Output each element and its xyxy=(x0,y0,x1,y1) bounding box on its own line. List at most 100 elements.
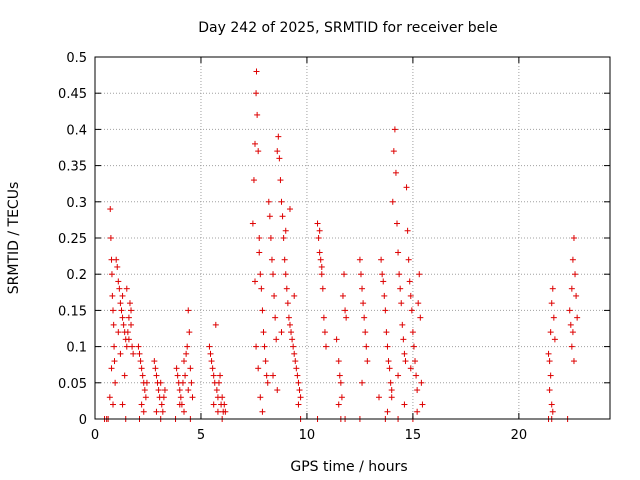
data-point xyxy=(567,321,574,328)
y-axis-label: SRMTID / TECUs xyxy=(6,182,22,295)
data-point xyxy=(569,256,576,263)
data-points xyxy=(101,68,581,422)
data-point xyxy=(335,401,342,408)
data-point xyxy=(153,372,160,379)
data-point xyxy=(407,292,414,299)
data-point xyxy=(548,300,555,307)
data-point xyxy=(259,307,266,314)
data-point xyxy=(547,372,554,379)
data-point xyxy=(342,307,349,314)
data-point xyxy=(363,343,370,350)
y-tick-label: 0.05 xyxy=(58,377,87,392)
data-point xyxy=(390,148,397,155)
data-point xyxy=(138,401,145,408)
data-point xyxy=(362,329,369,336)
data-point xyxy=(221,401,228,408)
data-point xyxy=(130,350,137,357)
data-point xyxy=(137,358,144,365)
axes: 0 0.05 0.1 0.15 0.2 0.25 0.3 0.35 0.4 0.45 0.5 0 5 10… xyxy=(58,51,610,443)
data-point xyxy=(414,408,421,415)
data-point xyxy=(135,343,142,350)
data-point xyxy=(181,408,188,415)
data-point xyxy=(111,343,118,350)
data-point xyxy=(217,372,224,379)
y-tick-label: 0.15 xyxy=(58,304,87,319)
data-point xyxy=(384,408,391,415)
data-point xyxy=(110,321,117,328)
data-point xyxy=(141,387,148,394)
data-point xyxy=(280,235,287,241)
data-point xyxy=(394,220,401,227)
data-point xyxy=(139,372,146,379)
data-point xyxy=(284,300,291,307)
y-tick-label: 0.4 xyxy=(66,123,87,138)
data-point xyxy=(119,292,126,299)
data-point xyxy=(188,379,195,386)
data-point xyxy=(315,235,322,241)
data-point xyxy=(107,235,114,241)
x-tick-label: 0 xyxy=(91,428,99,443)
data-point xyxy=(295,401,302,408)
data-point xyxy=(263,372,270,379)
data-point xyxy=(270,271,277,278)
data-point xyxy=(364,358,371,365)
data-point xyxy=(119,314,126,321)
data-point xyxy=(123,343,130,350)
data-point xyxy=(291,292,298,299)
data-point xyxy=(570,235,577,241)
data-point xyxy=(409,329,416,336)
data-point xyxy=(566,307,573,314)
data-point xyxy=(115,278,122,285)
data-point xyxy=(396,271,403,278)
data-point xyxy=(387,379,394,386)
data-point xyxy=(320,314,327,321)
data-point xyxy=(176,387,183,394)
data-point xyxy=(378,256,385,263)
x-tick-label: 20 xyxy=(511,428,528,443)
data-point xyxy=(275,133,282,140)
data-point xyxy=(341,271,348,278)
data-point xyxy=(255,148,262,155)
data-point xyxy=(296,387,303,394)
data-point xyxy=(282,271,289,278)
data-point xyxy=(128,321,135,328)
data-point xyxy=(405,256,412,263)
data-point xyxy=(278,329,285,336)
data-point xyxy=(136,350,143,357)
data-point xyxy=(256,235,263,241)
data-point xyxy=(398,300,405,307)
data-point xyxy=(282,227,289,234)
data-point xyxy=(343,314,350,321)
x-tick-label: 15 xyxy=(405,428,422,443)
y-tick-label: 0.25 xyxy=(58,232,87,247)
data-point xyxy=(406,278,413,285)
data-point xyxy=(568,343,575,350)
data-point xyxy=(386,365,393,372)
data-point xyxy=(257,271,264,278)
data-point xyxy=(219,394,226,401)
data-point xyxy=(401,350,408,357)
data-point xyxy=(388,394,395,401)
data-point xyxy=(123,285,130,292)
data-point xyxy=(266,213,273,220)
y-tick-label: 0.3 xyxy=(66,196,87,211)
data-point xyxy=(250,177,257,184)
data-point xyxy=(183,350,190,357)
data-point xyxy=(401,401,408,408)
data-point xyxy=(152,365,159,372)
data-point xyxy=(109,292,116,299)
data-point xyxy=(173,365,180,372)
data-point xyxy=(157,379,164,386)
data-point xyxy=(274,387,281,394)
data-point xyxy=(267,235,274,241)
data-point xyxy=(286,321,293,328)
data-point xyxy=(113,256,120,263)
data-point xyxy=(257,394,264,401)
data-point xyxy=(253,90,260,97)
y-tick-label: 0.35 xyxy=(58,160,87,175)
data-point xyxy=(210,401,217,408)
data-point xyxy=(108,271,115,278)
data-point xyxy=(288,329,295,336)
data-point xyxy=(209,365,216,372)
data-point xyxy=(213,387,220,394)
